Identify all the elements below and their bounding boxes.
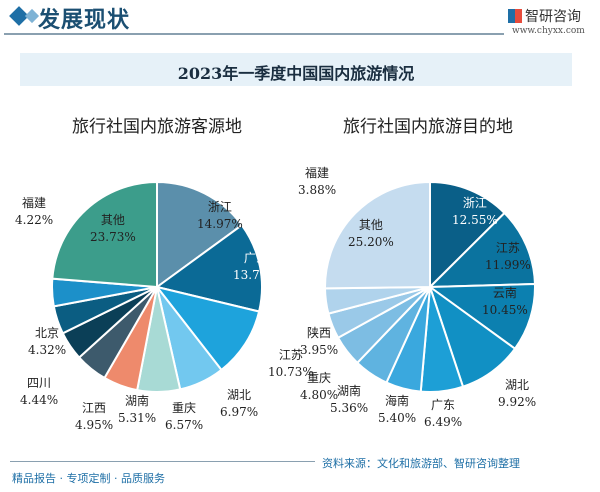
slice-value: 4.32% [28,343,67,357]
slice-value: 23.73% [90,230,136,244]
source-note: 资料来源：文化和旅游部、智研咨询整理 [322,457,520,470]
slice-name: 湖北 [505,378,530,392]
slice-name: 重庆 [172,401,197,415]
slice-name: 其他 [100,213,125,227]
logo-icon [508,9,522,23]
logo-text: 智研咨询 [525,9,581,25]
slice-name: 湖北 [227,388,252,402]
slice-label: 其他 25.20% [348,217,394,251]
slice-value: 5.31% [118,411,157,425]
slice-name: 江苏 [278,348,303,362]
divider [4,33,504,35]
pie-slice-浙江 [429,180,506,290]
slice-value: 3.88% [298,183,337,197]
slice-label: 福建 4.22% [15,195,53,229]
logo: 智研咨询 [508,6,581,26]
slice-label: 北京 4.32% [28,325,66,359]
slice-value: 6.57% [165,418,204,432]
chart-title: 2023年一季度中国国内旅游情况 [177,64,415,83]
slice-label: 江西 4.95% [75,400,113,434]
slice-label: 云南 10.45% [482,285,528,319]
slice-name: 海南 [385,394,410,408]
pie-title-destination: 旅行社国内旅游目的地 [343,117,513,137]
slice-value: 10.73% [268,365,314,379]
slice-value: 14.97% [197,217,243,231]
slice-value: 10.45% [482,303,528,317]
slice-label: 重庆 4.80% [300,370,338,404]
divider [10,461,315,462]
slice-value: 6.97% [220,405,259,419]
slice-name: 重庆 [307,371,332,385]
slice-label: 陕西 3.95% [300,325,338,359]
slice-value: 9.92% [498,395,537,409]
slice-value: 11.99% [485,258,531,272]
slice-name: 浙江 [462,196,487,210]
slice-label: 广东 6.49% [424,397,462,431]
slice-label: 湖北 9.92% [498,377,536,411]
slice-value: 4.95% [75,418,114,432]
slice-label: 湖南 5.31% [118,393,156,427]
slice-value: 6.49% [424,415,463,429]
slice-label: 海南 5.40% [378,393,416,427]
slice-label: 重庆 6.57% [165,400,203,434]
pie-slice-其他 [324,180,431,290]
pie-slice-云南 [427,282,536,351]
slice-name: 湖南 [125,394,150,408]
slice-value: 4.22% [15,213,54,227]
slice-value: 5.36% [330,401,369,415]
slice-value: 5.40% [378,411,417,425]
slice-value: 3.95% [300,343,339,357]
pie-slice-其他 [51,180,158,289]
slice-label: 浙江 12.55% [452,195,498,229]
slice-label: 浙江 14.97% [197,199,243,233]
slice-name: 其他 [358,218,383,232]
slice-name: 广东 [431,398,456,412]
slice-name: 江苏 [495,241,520,255]
section-title: 发展现状 [38,7,131,33]
slice-value: 13.78% [233,268,279,282]
slice-label: 江苏 11.99% [485,240,531,274]
slice-label: 广东 13.78% [233,250,279,284]
pie-title-source: 旅行社国内旅游客源地 [72,117,242,137]
slice-name: 浙江 [207,200,232,214]
slice-name: 广东 [243,251,268,265]
footer-slogan: 精品报告 · 专项定制 · 品质服务 [12,472,165,485]
slice-name: 福建 [22,196,47,210]
slice-name: 福建 [305,166,330,180]
url-text: www.chyxx.com [512,26,585,36]
slice-name: 陕西 [307,326,332,340]
pie-slice-广东 [154,223,263,313]
slice-name: 四川 [27,376,52,390]
slice-name: 北京 [35,326,60,340]
slice-name: 江西 [82,401,107,415]
slice-label: 福建 3.88% [298,165,336,199]
slice-label: 四川 4.44% [20,375,58,409]
slice-label: 其他 23.73% [90,212,136,246]
slice-value: 4.80% [300,388,339,402]
slice-label: 湖北 6.97% [220,387,258,421]
slice-label: 江苏 10.73% [268,347,314,381]
slice-label: 湖南 5.36% [330,383,368,417]
pie-slice-浙江 [156,180,244,289]
slice-name: 云南 [492,286,517,300]
slice-name: 湖南 [337,384,362,398]
slice-value: 12.55% [452,213,498,227]
pie-slice-江苏 [427,211,536,289]
pie-slice-江苏 [154,285,261,372]
banner [20,53,572,86]
slice-value: 4.44% [20,393,59,407]
slice-value: 25.20% [348,235,394,249]
